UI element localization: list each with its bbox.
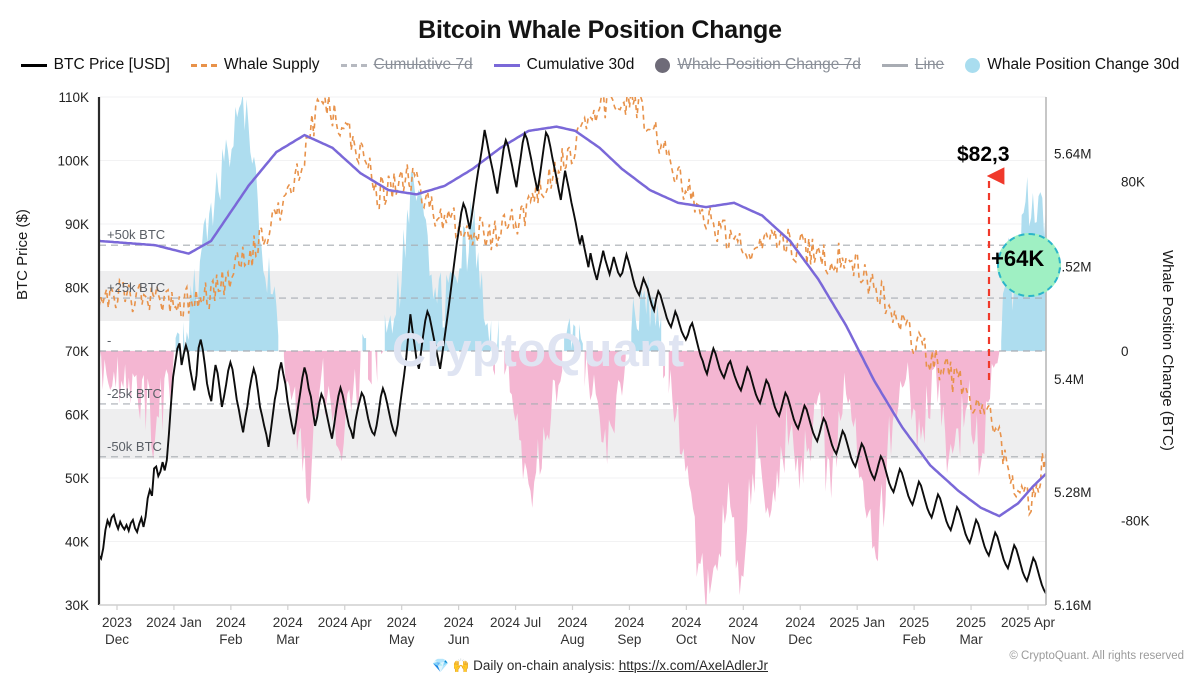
svg-text:Oct: Oct [676,632,697,647]
svg-text:+50k BTC: +50k BTC [107,227,165,242]
svg-text:80K: 80K [1121,175,1145,190]
footer-note: 💎 🙌 Daily on-chain analysis: https://x.c… [0,658,1200,674]
x-axis-ticks: 2023 Dec 2024 Jan 2024 Feb 2024 Mar 2024 Apr 202… [102,605,1056,647]
legend-item-btc-price[interactable]: BTC Price [USD] [20,56,170,74]
svg-text:2024 Jan: 2024 Jan [146,615,202,630]
svg-text:-25k BTC: -25k BTC [107,386,162,401]
legend-label: Whale Supply [223,56,320,73]
reference-line-labels: +50k BTC +25k BTC - -25k BTC -50k BTC [107,227,165,454]
svg-text:5.16M: 5.16M [1054,598,1092,613]
svg-text:+25k BTC: +25k BTC [107,280,165,295]
svg-text:Mar: Mar [959,632,983,647]
svg-text:2024 Jul: 2024 Jul [490,615,541,630]
legend-label: Line [914,56,945,73]
annotation-badge-label: +64K [991,246,1045,271]
legend-marker-dot-icon [655,57,671,73]
svg-text:60K: 60K [65,408,89,423]
svg-text:90K: 90K [65,217,89,232]
chart-legend: BTC Price [USD] Whale Supply Cumulative … [0,56,1200,74]
chart-series [99,97,1046,595]
y-axis-left-ticks: 30K 40K 50K 60K 70K 80K 90K 100K 110K [57,90,89,613]
footer-note-text: 💎 🙌 Daily on-chain analysis: [432,658,619,673]
svg-text:2024: 2024 [785,615,816,630]
svg-text:110K: 110K [58,90,89,105]
svg-text:2023: 2023 [102,615,132,630]
legend-label: Whale Position Change 7d [677,56,861,73]
footer-link[interactable]: https://x.com/AxelAdlerJr [618,658,768,673]
svg-text:-: - [107,333,111,348]
chart-area-fills [99,97,1046,605]
svg-text:2024: 2024 [444,615,475,630]
svg-text:2024: 2024 [728,615,759,630]
svg-text:-80K: -80K [1121,513,1150,528]
svg-text:Feb: Feb [902,632,925,647]
y-axis-supply-ticks: 5.16M 5.28M 5.4M 5.52M 5.64M [1054,146,1092,613]
copyright-notice: © CryptoQuant. All rights reserved [1009,650,1184,662]
svg-text:40K: 40K [65,535,89,550]
svg-text:Sep: Sep [617,632,641,647]
legend-label: BTC Price [USD] [53,56,170,73]
svg-text:Jun: Jun [448,632,470,647]
legend-label: Whale Position Change 30d [987,56,1180,73]
svg-text:2024: 2024 [614,615,645,630]
svg-text:2025: 2025 [956,615,986,630]
svg-text:80K: 80K [65,281,89,296]
svg-text:2025 Jan: 2025 Jan [829,615,885,630]
annotation-price-label: $82,3 [957,143,1010,166]
svg-text:-50k BTC: -50k BTC [107,439,162,454]
legend-marker-dashed-line-icon [340,63,367,67]
svg-text:5.64M: 5.64M [1054,146,1092,161]
svg-text:2024: 2024 [387,615,418,630]
page-title: Bitcoin Whale Position Change [418,16,782,44]
y-axis-left-title: BTC Price ($) [14,209,31,300]
svg-text:0: 0 [1121,344,1129,359]
svg-text:Mar: Mar [276,632,300,647]
legend-item-whale-supply[interactable]: Whale Supply [190,56,320,74]
svg-text:2025: 2025 [899,615,929,630]
legend-item-whale-position-change-30d[interactable]: Whale Position Change 30d [965,56,1179,74]
chart-reference-lines [99,244,1046,458]
annotation-highlight-circle [997,233,1061,297]
svg-text:2024 Apr: 2024 Apr [318,615,373,630]
svg-text:100K: 100K [57,154,89,169]
svg-text:Feb: Feb [219,632,242,647]
svg-text:Aug: Aug [560,632,584,647]
legend-marker-dot-icon [965,57,981,73]
legend-item-cumulative-7d[interactable]: Cumulative 7d [340,56,473,74]
svg-text:Dec: Dec [788,632,812,647]
legend-item-line[interactable]: Line [881,56,945,74]
svg-text:May: May [389,632,415,647]
svg-text:30K: 30K [65,598,89,613]
legend-marker-line-icon [20,63,47,67]
svg-text:2024: 2024 [557,615,588,630]
legend-item-whale-position-change-7d[interactable]: Whale Position Change 7d [655,56,861,74]
y-axis-change-ticks: -80K 0 80K [1121,175,1150,529]
svg-text:2024: 2024 [216,615,247,630]
legend-marker-line-icon [881,63,908,67]
legend-marker-dashed-line-icon [190,63,217,67]
svg-text:70K: 70K [65,344,89,359]
svg-text:50K: 50K [65,471,89,486]
svg-text:5.4M: 5.4M [1054,372,1084,387]
legend-label: Cumulative 7d [373,56,473,73]
svg-text:2025 Apr: 2025 Apr [1001,615,1056,630]
svg-text:5.52M: 5.52M [1054,259,1092,274]
svg-text:Dec: Dec [105,632,129,647]
svg-text:Nov: Nov [731,632,755,647]
svg-text:2024: 2024 [671,615,702,630]
legend-item-cumulative-30d[interactable]: Cumulative 30d [493,56,635,74]
legend-marker-line-icon [493,63,520,67]
y-axis-right-title: Whale Position Change (BTC) [1159,250,1176,451]
svg-text:2024: 2024 [273,615,304,630]
legend-label: Cumulative 30d [526,56,635,73]
svg-text:5.28M: 5.28M [1054,485,1092,500]
